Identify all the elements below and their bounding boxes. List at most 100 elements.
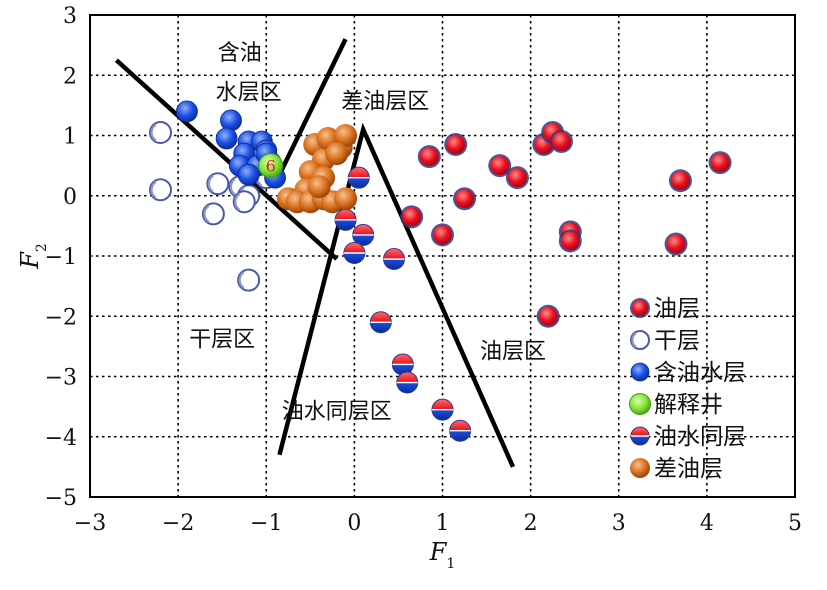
legend-label: 油层 (654, 296, 700, 322)
legend-label: 解释井 (654, 392, 723, 418)
oil-point (444, 133, 468, 157)
legend-label: 干层 (654, 328, 700, 354)
oil-marker-core (632, 300, 648, 316)
legend-marker-poor (630, 458, 650, 478)
well-point-label: 6 (266, 157, 276, 176)
legend-item-mixed: 油水同层 (630, 424, 746, 450)
dry-point (149, 120, 172, 144)
oil-marker-core (402, 207, 422, 227)
mixed-point (396, 371, 419, 394)
poor-point (334, 124, 358, 147)
legend-marker-water (630, 362, 650, 382)
y-tick-label: −3 (45, 366, 77, 391)
mixed-point (343, 241, 366, 264)
legend-item-oil: 油层 (630, 296, 700, 322)
water-marker (237, 163, 260, 186)
poor-point (334, 187, 358, 211)
dry-marker-shade (234, 192, 241, 211)
region-label: 差油层区 (341, 89, 429, 114)
water-point (215, 127, 238, 150)
water-point (220, 109, 242, 132)
oil-marker-core (538, 306, 558, 326)
oil-point (453, 187, 477, 211)
oil-marker-core (670, 171, 690, 191)
x-tick-label: −2 (162, 511, 194, 536)
mixed-point (449, 419, 472, 442)
legend-label: 差油层 (654, 456, 723, 482)
dry-point (237, 268, 261, 292)
x-tick-label: 5 (788, 511, 802, 536)
oil-marker-core (551, 132, 571, 152)
water-marker (220, 109, 242, 132)
legend-marker-well (629, 393, 651, 415)
poor-marker (630, 458, 650, 478)
mixed-point (352, 223, 375, 246)
plot-frame (89, 14, 796, 498)
x-axis-title-subscript: 1 (446, 556, 455, 572)
x-tick-label: −1 (250, 511, 282, 536)
poor-marker (307, 175, 331, 199)
poor-point (325, 142, 349, 166)
dry-point (149, 178, 172, 202)
oil-point (549, 130, 573, 154)
oil-marker-core (560, 231, 580, 251)
water-marker (215, 127, 238, 150)
oil-marker-core (710, 153, 730, 173)
oil-point (431, 223, 454, 247)
well-marker (629, 393, 651, 415)
boundary-line-1 (114, 58, 339, 261)
region-label: 油水同层区 (282, 400, 392, 425)
y-tick-label: 1 (63, 125, 77, 150)
legend-marker-oil (630, 298, 650, 318)
well-point: 6 (258, 153, 284, 179)
oil-marker-core (433, 225, 452, 245)
poor-marker (325, 142, 349, 166)
legend-item-dry: 干层 (630, 328, 700, 354)
series-oil (400, 120, 732, 328)
series-well: 6 (258, 153, 284, 179)
dry-marker-ring (237, 268, 261, 292)
y-axis-title-subscript: 2 (34, 243, 50, 252)
mixed-point (347, 166, 370, 189)
poor-marker (334, 187, 358, 211)
mixed-point (391, 353, 414, 376)
mixed-point (334, 208, 357, 231)
boundary-line-2 (277, 38, 348, 176)
dry-marker-shade (150, 123, 157, 142)
oil-marker-core (419, 147, 439, 167)
oil-point (708, 151, 732, 175)
mixed-point (383, 248, 406, 271)
x-axis-title: F1 (429, 538, 456, 572)
boundary-layer (114, 38, 516, 468)
legend-item-well: 解释井 (629, 392, 723, 418)
dry-marker-ring (232, 190, 256, 214)
dry-marker-ring (201, 202, 225, 226)
oil-point (488, 154, 512, 178)
oil-marker-core (666, 234, 686, 254)
dry-marker-shade (238, 271, 245, 289)
boundary-line-3 (277, 122, 516, 468)
region-label: 含油 (218, 41, 262, 66)
x-tick-label: 0 (347, 511, 361, 536)
well-marker (258, 153, 284, 179)
dry-marker-shade (203, 205, 210, 223)
mixed-point (369, 311, 392, 334)
region-label: 干层区 (189, 327, 255, 352)
dry-marker-ring (149, 178, 172, 202)
dry-marker-ring (206, 172, 230, 196)
legend-label: 含油水层 (654, 360, 746, 386)
dry-point (201, 202, 225, 226)
legend-marker-dry (630, 330, 650, 350)
dry-marker-shade (229, 177, 236, 196)
series-mixed (334, 166, 472, 442)
region-label: 油层区 (480, 339, 546, 364)
y-tick-label: −4 (45, 426, 77, 451)
legend-item-water: 含油水层 (630, 360, 746, 386)
poor-marker (334, 124, 358, 147)
y-tick-label: 3 (63, 4, 77, 29)
y-tick-label: 0 (63, 185, 77, 210)
oil-point (505, 166, 529, 190)
